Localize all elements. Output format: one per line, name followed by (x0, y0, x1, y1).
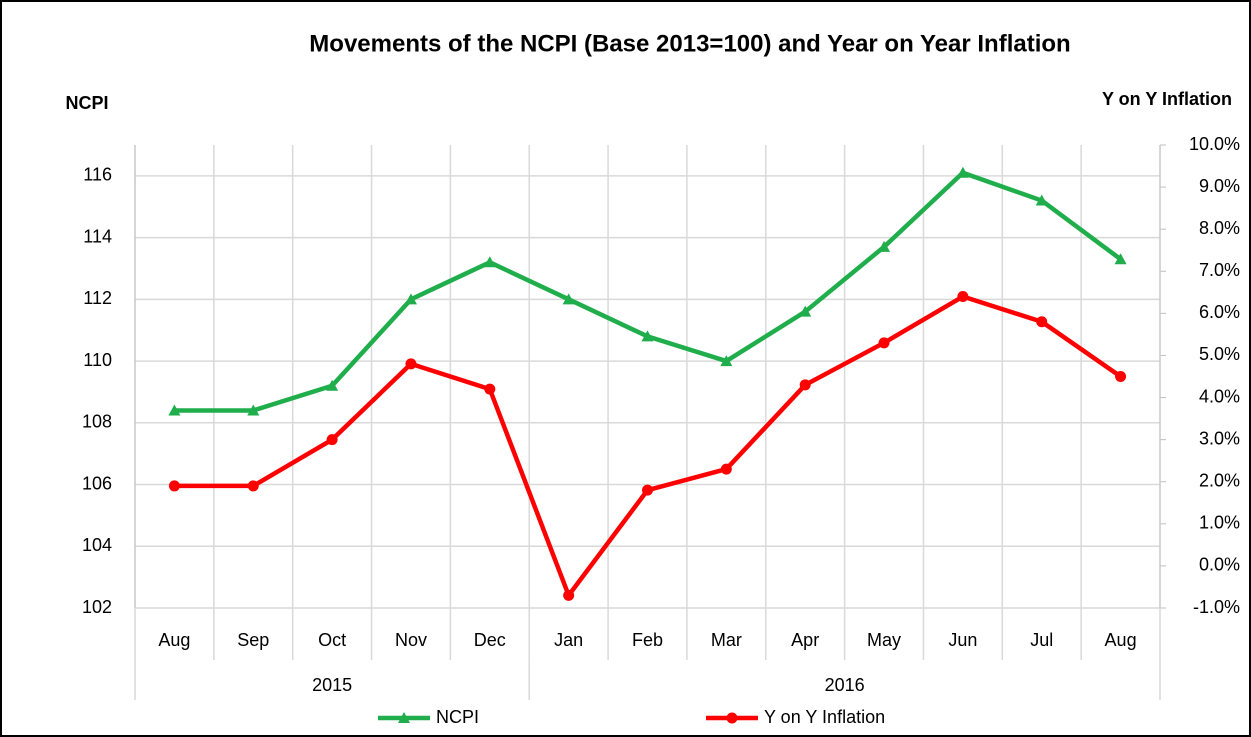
y2-tick-label: 1.0% (1199, 513, 1240, 533)
y2-tick-label: 7.0% (1199, 260, 1240, 280)
x-tick-label: Oct (318, 630, 346, 650)
group-label: 2015 (312, 675, 352, 695)
x-tick-label: May (867, 630, 901, 650)
data-point (878, 240, 891, 252)
legend-label: Y on Y Inflation (764, 707, 885, 727)
y2-tick-label: 4.0% (1199, 386, 1240, 406)
y-tick-label: 102 (82, 597, 112, 617)
x-tick-label: Aug (1105, 630, 1137, 650)
data-point (641, 330, 654, 342)
y-tick-label: 112 (83, 288, 112, 308)
data-point (484, 383, 496, 395)
data-point (326, 434, 338, 446)
data-point (720, 355, 733, 367)
x-tick-label: Jun (948, 630, 977, 650)
data-point (1035, 194, 1048, 206)
data-point (326, 379, 339, 391)
y2-tick-label: 0.0% (1199, 555, 1240, 575)
group-label: 2016 (825, 675, 865, 695)
y2-tick-label: 10.0% (1189, 134, 1240, 154)
data-point (1036, 316, 1048, 328)
data-point (405, 358, 417, 370)
data-point (168, 404, 181, 416)
data-point (642, 484, 653, 496)
x-tick-label: Jan (554, 630, 583, 650)
data-point (483, 256, 496, 268)
data-point (247, 404, 260, 416)
data-point (1114, 253, 1127, 265)
y2-tick-label: 9.0% (1199, 176, 1240, 196)
y2-tick-label: 2.0% (1199, 470, 1240, 490)
x-tick-label: Mar (711, 630, 742, 650)
data-point (247, 480, 259, 492)
x-tick-label: Dec (474, 630, 506, 650)
y-tick-label: 106 (82, 473, 112, 493)
data-point (956, 166, 969, 178)
data-point (957, 291, 969, 303)
data-point (878, 337, 890, 349)
y2-tick-label: -1.0% (1193, 597, 1240, 617)
y-axis-title: NCPI (65, 93, 108, 113)
data-point (720, 463, 732, 475)
x-tick-label: Nov (395, 630, 427, 650)
data-point (563, 589, 575, 601)
y2-tick-label: 6.0% (1199, 302, 1240, 322)
x-tick-label: Apr (791, 630, 819, 650)
y2-tick-label: 5.0% (1199, 344, 1240, 364)
y-tick-label: 116 (83, 165, 112, 185)
data-point (404, 293, 417, 305)
y-tick-label: 108 (82, 412, 112, 432)
legend-marker (398, 712, 410, 723)
x-tick-label: Feb (632, 630, 663, 650)
legend-marker (726, 712, 738, 724)
y-tick-label: 104 (82, 535, 112, 555)
data-point (562, 293, 575, 305)
y-tick-label: 114 (83, 226, 112, 246)
x-tick-label: Jul (1030, 630, 1053, 650)
chart-title: Movements of the NCPI (Base 2013=100) an… (309, 30, 1070, 57)
y2-tick-label: 8.0% (1199, 218, 1240, 238)
data-point (1115, 371, 1127, 382)
y-tick-label: 110 (83, 350, 112, 370)
data-point (799, 305, 812, 317)
data-point (168, 480, 180, 492)
x-tick-label: Sep (237, 630, 269, 650)
x-tick-label: Aug (158, 630, 190, 650)
y2-tick-label: 3.0% (1199, 428, 1240, 448)
legend-label: NCPI (436, 707, 479, 727)
data-point (799, 379, 811, 391)
y2-axis-title: Y on Y Inflation (1102, 89, 1232, 109)
